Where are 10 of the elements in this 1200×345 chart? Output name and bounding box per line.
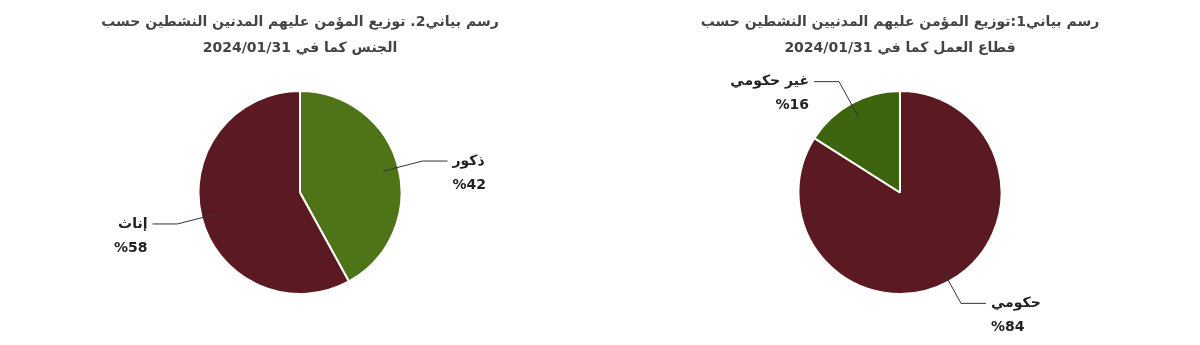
slice-label: غير حكومي: [730, 72, 810, 90]
data-label: %58: [113, 238, 148, 255]
slice-label: حكومي: [990, 293, 1041, 311]
chart-title: رسم بياني1:توزيع المؤمن عليهم المدنيين النشطين حسب قطاع العمل كما في 2024/01/31: [699, 12, 1101, 57]
slice-label: ذكور: [451, 151, 485, 169]
slice-label: إناث: [118, 214, 148, 232]
chart-title: رسم بياني2. توزيع المؤمن عليهم المدنين النشطين حسب الجنس كما في 2024/01/31: [100, 12, 500, 57]
data-label: %84: [990, 317, 1025, 334]
data-label: %16: [775, 96, 810, 113]
data-label: %42: [452, 175, 487, 192]
